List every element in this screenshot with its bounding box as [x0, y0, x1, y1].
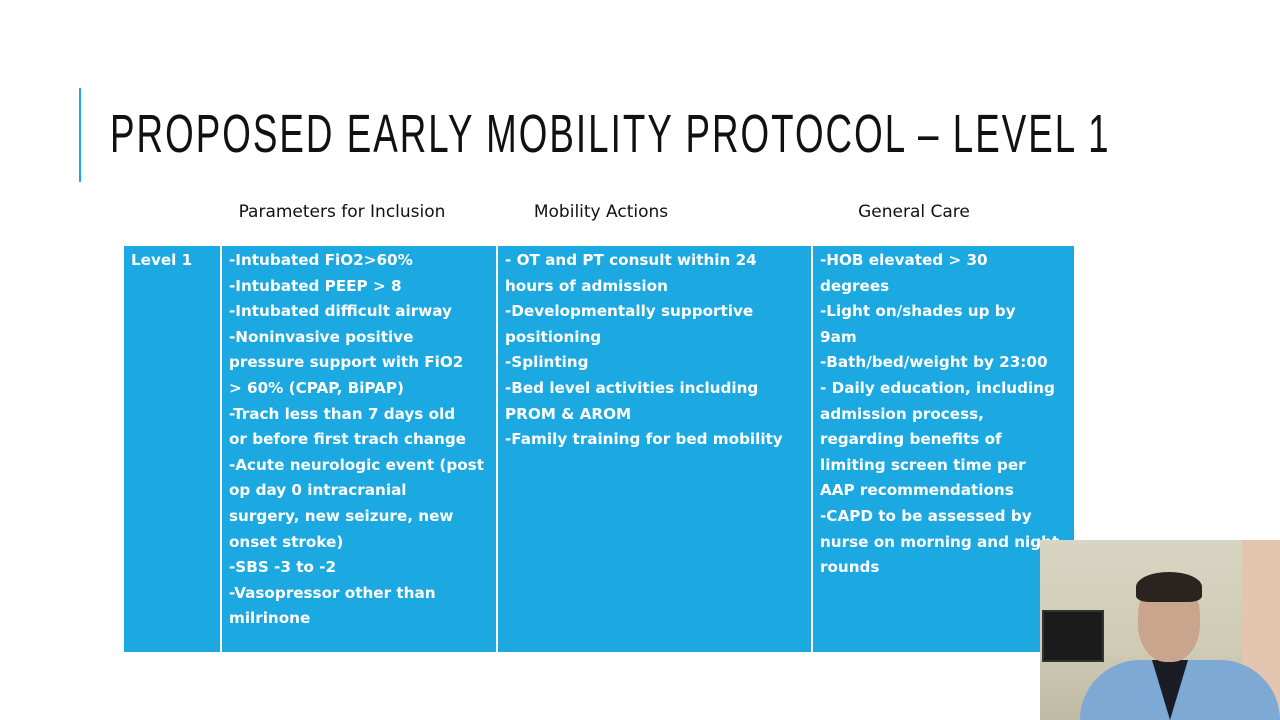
cell-text-line: milrinone — [229, 609, 311, 628]
cell-text-line: -Intubated difficult airway — [229, 302, 452, 321]
cell-text-line: -Intubated PEEP > 8 — [229, 276, 402, 295]
cell-text-line: -Acute neurologic event (post — [229, 455, 484, 474]
cell-text-line: 9am — [820, 327, 857, 346]
cell-text-line: -Vasopressor other than — [229, 583, 436, 602]
title-accent-bar — [79, 88, 81, 182]
cell-text-line: positioning — [505, 327, 602, 346]
cell-text-line: -Light on/shades up by — [820, 302, 1016, 321]
cell-text-line: -Developmentally supportive — [505, 302, 754, 321]
level-cell: Level 1 — [124, 246, 220, 652]
cell-text-line: -CAPD to be assessed by — [820, 506, 1032, 525]
cell-text-line: pressure support with FiO2 — [229, 353, 464, 372]
cell-text-line: PROM & AROM — [505, 404, 632, 423]
cell-text-line: limiting screen time per — [820, 455, 1026, 474]
cell-text-line: or before first trach change — [229, 430, 466, 449]
wall-tv — [1042, 610, 1104, 662]
cell-text-line: op day 0 intracranial — [229, 481, 407, 500]
column-header-parameters: Parameters for Inclusion — [238, 202, 446, 222]
mobility-actions-cell: - OT and PT consult within 24 hours of ad… — [498, 246, 811, 652]
column-header-mobility-actions: Mobility Actions — [533, 202, 669, 222]
cell-text-line: rounds — [820, 558, 880, 577]
cell-text-line: -HOB elevated > 30 — [820, 251, 988, 269]
cell-text-line: regarding benefits of — [820, 430, 1002, 449]
cell-text-line: hours of admission — [505, 276, 668, 295]
cell-text-line: nurse on morning and night — [820, 532, 1060, 551]
cell-text-line: degrees — [820, 276, 890, 295]
cell-text-line: -Bed level activities including — [505, 378, 759, 397]
general-care-cell: -HOB elevated > 30 degrees -Light on/shade… — [813, 246, 1074, 652]
cell-text-line: > 60% (CPAP, BiPAP) — [229, 378, 404, 397]
cell-text-line: -Splinting — [505, 353, 589, 372]
parameters-cell: -Intubated FiO2>60% -Intubated PEEP > 8 -I… — [222, 246, 496, 652]
cell-text-line: -Trach less than 7 days old — [229, 404, 456, 423]
presenter-hair — [1136, 572, 1202, 602]
cell-text-line: -Bath/bed/weight by 23:00 — [820, 353, 1048, 372]
cell-text-line: -SBS -3 to -2 — [229, 558, 337, 577]
column-header-general-care: General Care — [858, 202, 970, 222]
level-label: Level 1 — [131, 251, 193, 269]
slide-title: PROPOSED EARLY MOBILITY PROTOCOL – LEVEL… — [110, 104, 1111, 164]
protocol-table: Level 1 -Intubated FiO2>60% -Intubated PE… — [124, 246, 1074, 652]
cell-text-line: admission process, — [820, 404, 984, 423]
presenter-webcam-video — [1040, 540, 1280, 720]
cell-text-line: surgery, new seizure, new — [229, 506, 454, 525]
cell-text-line: -Noninvasive positive — [229, 327, 414, 346]
cell-text-line: -Family training for bed mobility — [505, 430, 783, 449]
cell-text-line: - OT and PT consult within 24 — [505, 251, 757, 269]
cell-text-line: -Intubated FiO2>60% — [229, 251, 413, 269]
cell-text-line: onset stroke) — [229, 532, 344, 551]
cell-text-line: - Daily education, including — [820, 378, 1055, 397]
cell-text-line: AAP recommendations — [820, 481, 1014, 500]
